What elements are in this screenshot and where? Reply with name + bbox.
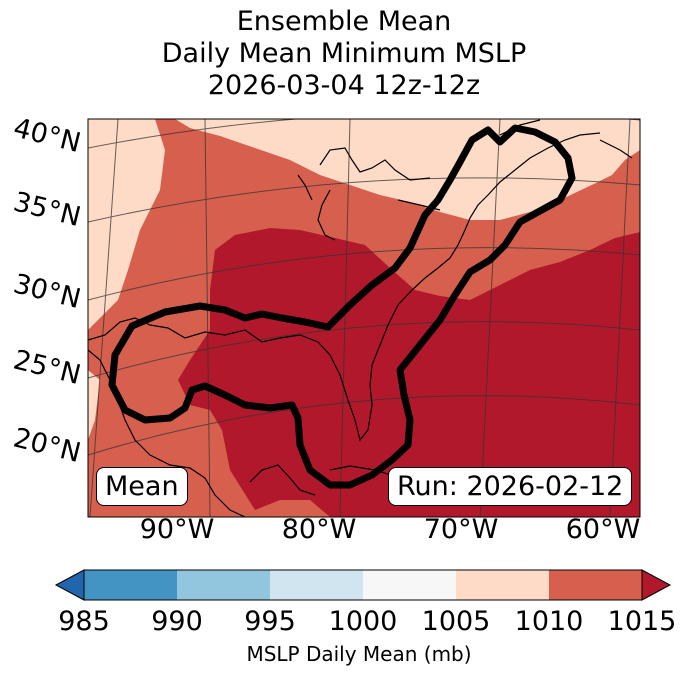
map-border xyxy=(87,118,641,518)
mslp-contour xyxy=(108,124,576,489)
lon-label-90w: 90°W xyxy=(139,514,215,545)
colorbar-extend-low xyxy=(54,569,85,601)
run-date-box: Run: 2026-02-12 xyxy=(388,467,633,506)
colorbar-label: MSLP Daily Mean (mb) xyxy=(246,642,472,666)
colorbar-bin-990-995 xyxy=(177,570,270,600)
title-line-1: Ensemble Mean xyxy=(236,6,452,37)
title-line-3: 2026-03-04 12z-12z xyxy=(207,70,481,101)
mslp-fill-southwest-1005 xyxy=(88,370,100,440)
lon-label-60w: 60°W xyxy=(565,514,641,545)
title-line-2: Daily Mean Minimum MSLP xyxy=(161,38,527,69)
lon-label-70w: 70°W xyxy=(423,514,499,545)
mean-label-box: Mean xyxy=(96,467,188,506)
colorbar-tick-1005: 1005 xyxy=(421,606,491,637)
colorbar-tick-1000: 1000 xyxy=(328,606,398,637)
colorbar-bin-1005-1010 xyxy=(456,570,549,600)
colorbar-bin-1010-1015 xyxy=(549,570,642,600)
lon-label-80w: 80°W xyxy=(281,514,357,545)
colorbar-frame xyxy=(83,569,643,601)
colorbar-bin-1000-1005 xyxy=(363,570,456,600)
colorbar-tick-1015: 1015 xyxy=(607,606,677,637)
colorbar-bin-995-1000 xyxy=(270,570,363,600)
colorbar-bin-985-990 xyxy=(84,570,177,600)
colorbar-extend-high xyxy=(641,569,672,601)
colorbar-tick-985: 985 xyxy=(58,606,110,637)
colorbar xyxy=(54,569,672,601)
mslp-fill-core-1015 xyxy=(178,228,640,517)
colorbar-tick-1010: 1010 xyxy=(514,606,584,637)
mslp-fill-northeast-1005 xyxy=(175,119,640,220)
graticule xyxy=(88,119,640,517)
colorbar-tick-990: 990 xyxy=(151,606,203,637)
colorbar-tick-995: 995 xyxy=(244,606,296,637)
map-area xyxy=(88,119,640,517)
